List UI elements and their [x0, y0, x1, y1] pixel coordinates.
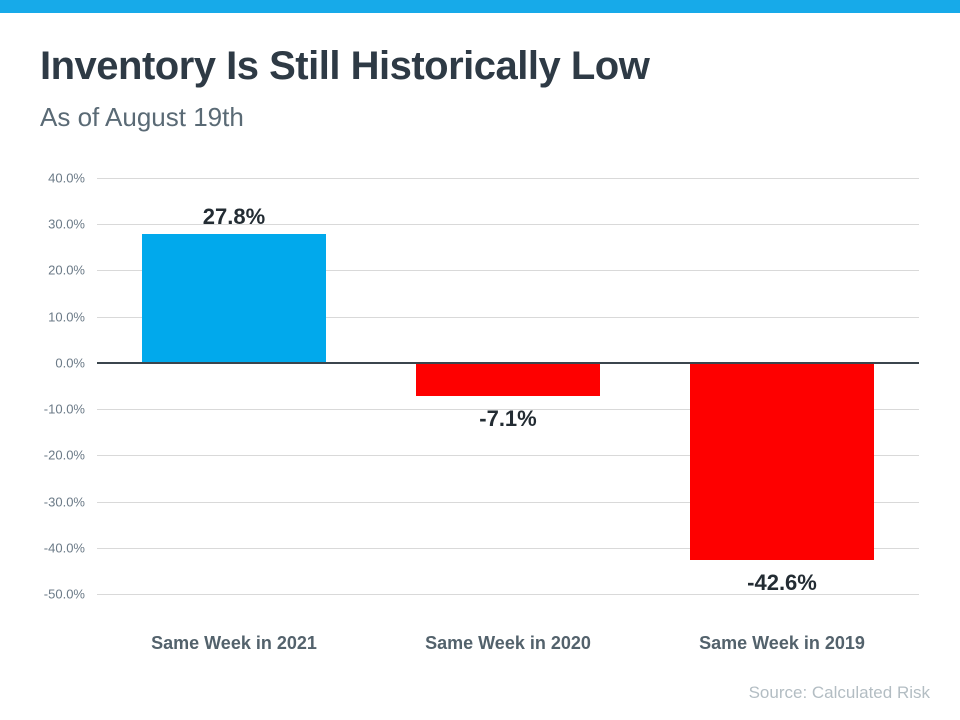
y-axis-tick-label: 30.0%: [48, 216, 85, 232]
chart-subtitle: As of August 19th: [40, 102, 244, 132]
data-label: -7.1%: [479, 405, 537, 431]
gridline: [97, 316, 919, 318]
bar-2: [416, 362, 600, 396]
source-credit: Source: Calculated Risk: [748, 683, 930, 702]
y-axis-tick-label: 10.0%: [48, 309, 85, 325]
top-accent-bar: [0, 0, 960, 13]
y-axis-tick-label: -30.0%: [43, 494, 85, 510]
gridline: [97, 178, 919, 179]
y-axis-tick-label: -10.0%: [43, 401, 85, 417]
y-axis-tick-label: 40.0%: [48, 170, 85, 186]
gridline: [97, 455, 919, 457]
gridline: [97, 501, 919, 503]
y-axis-tick-label: -50.0%: [43, 586, 85, 602]
data-label: -42.6%: [747, 569, 817, 595]
gridline: [97, 270, 919, 272]
bar-3: [690, 362, 874, 560]
y-axis-tick-label: 0.0%: [55, 355, 85, 371]
y-axis-tick-label: -40.0%: [43, 540, 85, 556]
chart-title: Inventory Is Still Historically Low: [40, 44, 650, 88]
gridline: [97, 409, 919, 411]
category-label: Same Week in 2021: [151, 633, 317, 653]
category-label: Same Week in 2019: [699, 633, 865, 653]
y-axis-tick-label: 20.0%: [48, 262, 85, 278]
category-label: Same Week in 2020: [425, 633, 591, 653]
plot-area: 40.0% 30.0% 20.0% 10.0% 0.0% -10.0% -20.0% -30.…: [44, 171, 919, 653]
zero-axis-line: [97, 361, 919, 364]
gridline: [97, 547, 919, 549]
data-label: 27.8%: [202, 204, 266, 230]
y-axis-tick-label: -20.0%: [43, 447, 85, 463]
gridline: [97, 224, 919, 226]
bar-1: [142, 234, 326, 363]
gridline: [97, 594, 919, 595]
